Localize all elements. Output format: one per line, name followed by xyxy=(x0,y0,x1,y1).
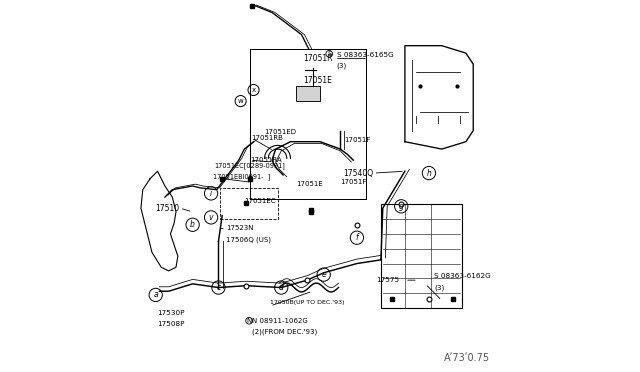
Text: Aʹ73ʹ0.75: Aʹ73ʹ0.75 xyxy=(444,353,490,363)
Text: 17051R: 17051R xyxy=(303,54,333,63)
Text: i: i xyxy=(210,189,212,198)
Text: N: N xyxy=(246,318,252,324)
Text: 17508P: 17508P xyxy=(157,321,185,327)
Text: (2)(FROM DEC.'93): (2)(FROM DEC.'93) xyxy=(252,328,317,335)
Text: 17051F: 17051F xyxy=(340,179,367,185)
Text: 17510: 17510 xyxy=(156,203,180,213)
Text: 17051F: 17051F xyxy=(344,137,371,143)
Text: v: v xyxy=(209,213,213,222)
Text: 17051E: 17051E xyxy=(296,181,323,187)
Text: (3): (3) xyxy=(337,63,347,69)
Text: 17575: 17575 xyxy=(376,277,399,283)
Text: 17051RB: 17051RB xyxy=(252,135,284,141)
Text: x: x xyxy=(252,87,255,93)
Text: 17051RA: 17051RA xyxy=(250,157,282,163)
Text: S 08363-6165G: S 08363-6165G xyxy=(337,52,394,58)
Bar xyxy=(381,205,462,308)
Text: b: b xyxy=(190,220,195,229)
Text: d: d xyxy=(279,283,284,292)
Text: S: S xyxy=(327,51,332,57)
Text: w: w xyxy=(237,98,243,104)
Text: 17051ED: 17051ED xyxy=(264,129,296,135)
Text: 17506Q (US): 17506Q (US) xyxy=(226,236,271,243)
Text: 17050B(UP TO DEC.'93): 17050B(UP TO DEC.'93) xyxy=(270,300,345,305)
Bar xyxy=(296,86,320,101)
Text: 17051EC[0289-0991]: 17051EC[0289-0991] xyxy=(215,162,285,169)
Text: 17051EC: 17051EC xyxy=(244,198,276,204)
Text: h: h xyxy=(426,169,431,177)
Text: 17523N: 17523N xyxy=(226,225,253,231)
Text: a: a xyxy=(154,291,158,299)
Text: 17540Q: 17540Q xyxy=(344,169,374,177)
Text: S 08363-6162G: S 08363-6162G xyxy=(435,273,492,279)
Text: c: c xyxy=(216,283,221,292)
Text: N 08911-1062G: N 08911-1062G xyxy=(252,318,307,324)
Text: e: e xyxy=(321,270,326,279)
Text: g: g xyxy=(399,202,404,211)
Bar xyxy=(220,188,278,219)
Text: 17530P: 17530P xyxy=(157,310,185,316)
Text: (3): (3) xyxy=(435,284,445,291)
Text: f: f xyxy=(356,233,358,242)
Text: 17051E: 17051E xyxy=(303,76,332,85)
Text: 17051EBI0991-  ]: 17051EBI0991- ] xyxy=(213,173,270,180)
